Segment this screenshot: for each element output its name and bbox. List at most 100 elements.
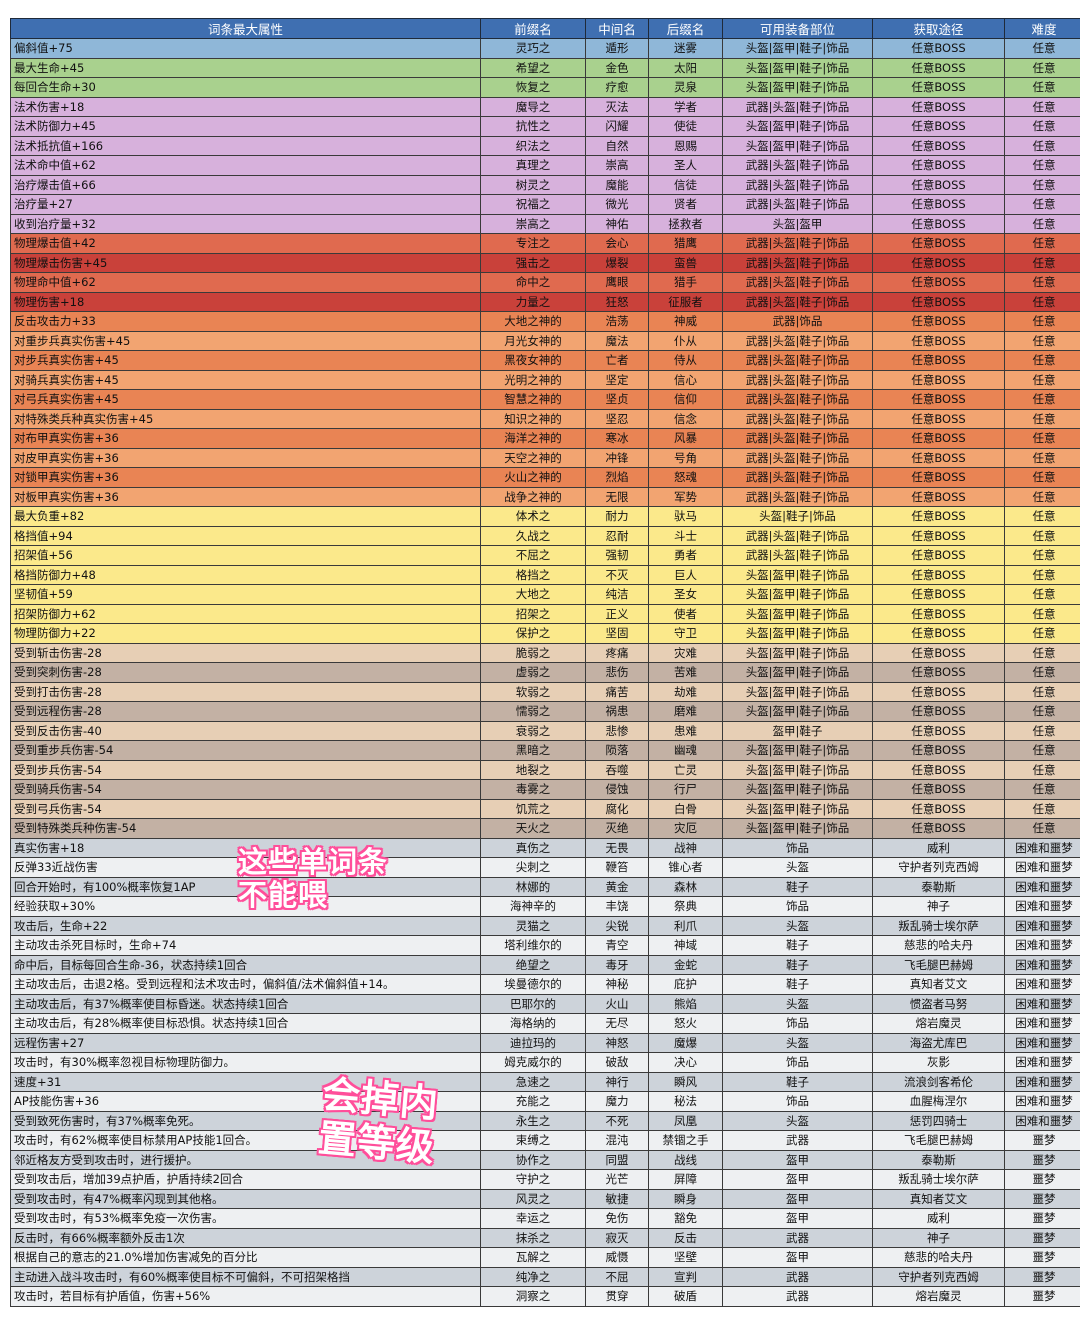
cell-source: 真知者艾文 [872,974,1005,995]
cell-difficulty: 任意 [1004,77,1080,98]
cell-difficulty: 任意 [1004,779,1080,800]
cell-middle: 遁形 [585,38,649,59]
cell-prefix: 真伤之 [480,837,586,858]
cell-suffix: 亡灵 [648,759,723,780]
cell-slots: 武器|头盔|鞋子|饰品 [722,233,873,254]
cell-suffix: 灵泉 [648,77,723,98]
cell-slots: 武器|头盔|鞋子|饰品 [722,545,873,566]
cell-suffix: 号角 [648,447,723,468]
cell-slots: 武器|头盔|鞋子|饰品 [722,350,873,371]
cell-suffix: 神域 [648,935,723,956]
cell-middle: 不死 [585,1110,649,1131]
cell-source: 叛乱骑士埃尔萨 [872,915,1005,936]
cell-middle: 魔能 [585,174,649,195]
table-row: 反击攻击力+33 大地之神的 浩荡 神威 武器|饰品 任意BOSS 任意 [10,311,1080,332]
table-row: 物理命中值+62 命中之 鹰眼 猎手 武器|头盔|鞋子|饰品 任意BOSS 任意 [10,272,1080,293]
cell-prefix: 脆弱之 [480,642,586,663]
header-suffix: 后缀名 [648,18,723,39]
cell-suffix: 行尸 [648,779,723,800]
table-row: 受到特殊类兵种伤害-54 天火之 灭绝 灾厄 头盔|盔甲|鞋子|饰品 任意BOSS 任意 [10,818,1080,839]
cell-source: 守护者列克西姆 [872,857,1005,878]
cell-difficulty: 噩梦 [1004,1188,1080,1209]
cell-middle: 丰饶 [585,896,649,917]
cell-prefix: 灵猫之 [480,915,586,936]
cell-slots: 头盔 [722,1032,873,1053]
cell-prefix: 永生之 [480,1110,586,1131]
cell-prefix: 绝望之 [480,954,586,975]
cell-slots: 盔甲|鞋子 [722,720,873,741]
cell-suffix: 决心 [648,1052,723,1073]
table-row: 最大负重+82 体术之 耐力 驮马 头盔|鞋子|饰品 任意BOSS 任意 [10,506,1080,527]
table-row: 远程伤害+27 迪拉玛的 神怒 魔爆 头盔 海盗尤库巴 困难和噩梦 [10,1032,1080,1053]
cell-slots: 头盔|盔甲|鞋子|饰品 [722,701,873,722]
table-row: 对皮甲真实伤害+36 天空之神的 冲锋 号角 武器|头盔|鞋子|饰品 任意BOSS 任意 [10,447,1080,468]
cell-difficulty: 任意 [1004,486,1080,507]
cell-suffix: 秘法 [648,1091,723,1112]
cell-difficulty: 困难和噩梦 [1004,954,1080,975]
cell-attribute: 主动攻击杀死目标时，生命+74 [10,935,481,956]
cell-difficulty: 任意 [1004,701,1080,722]
table-row: 治疗量+27 祝福之 微光 贤者 武器|头盔|鞋子|饰品 任意BOSS 任意 [10,194,1080,215]
cell-suffix: 巨人 [648,564,723,585]
cell-difficulty: 任意 [1004,213,1080,234]
cell-source: 任意BOSS [872,194,1005,215]
cell-slots: 头盔|盔甲|鞋子|饰品 [722,584,873,605]
table-row: 反弹33近战伤害 尖刺之 鞭笞 锥心者 头盔 守护者列克西姆 困难和噩梦 [10,857,1080,878]
cell-attribute: 格挡防御力+48 [10,564,481,585]
cell-prefix: 风灵之 [480,1188,586,1209]
cell-slots: 鞋子 [722,974,873,995]
cell-prefix: 树灵之 [480,174,586,195]
cell-suffix: 瞬身 [648,1188,723,1209]
cell-middle: 痛苦 [585,681,649,702]
cell-suffix: 勇者 [648,545,723,566]
cell-source: 任意BOSS [872,584,1005,605]
cell-attribute: 受到攻击时，有47%概率闪现到其他格。 [10,1188,481,1209]
cell-difficulty: 任意 [1004,233,1080,254]
cell-source: 任意BOSS [872,740,1005,761]
cell-suffix: 猎手 [648,272,723,293]
cell-difficulty: 困难和噩梦 [1004,935,1080,956]
cell-prefix: 林娜的 [480,876,586,897]
table-row: 主动攻击后，有28%概率使目标恐惧。状态持续1回合 海格纳的 无尽 怒火 饰品 熔岩魔灵困… [10,1013,1080,1034]
cell-middle: 神佑 [585,213,649,234]
table-row: 偏斜值+75 灵巧之 遁形 迷雾 头盔|盔甲|鞋子|饰品 任意BOSS 任意 [10,38,1080,59]
cell-slots: 头盔 [722,857,873,878]
cell-middle: 坚固 [585,623,649,644]
cell-slots: 武器 [722,1130,873,1151]
cell-prefix: 智慧之神的 [480,389,586,410]
cell-source: 慈悲的哈夫丹 [872,935,1005,956]
cell-suffix: 战神 [648,837,723,858]
cell-prefix: 专注之 [480,233,586,254]
cell-source: 任意BOSS [872,447,1005,468]
cell-suffix: 侍从 [648,350,723,371]
cell-middle: 坚贞 [585,389,649,410]
cell-middle: 寒冰 [585,428,649,449]
cell-source: 任意BOSS [872,233,1005,254]
cell-middle: 疗愈 [585,77,649,98]
cell-difficulty: 任意 [1004,525,1080,546]
cell-middle: 亡者 [585,350,649,371]
cell-suffix: 斗士 [648,525,723,546]
cell-prefix: 知识之神的 [480,408,586,429]
table-row: 物理伤害+18 力量之 狂怒 征服者 武器|头盔|鞋子|饰品 任意BOSS 任意 [10,291,1080,312]
cell-slots: 头盔|盔甲 [722,213,873,234]
cell-middle: 无畏 [585,837,649,858]
cell-suffix: 拯救者 [648,213,723,234]
table-row: 法术防御力+45 抗性之 闪耀 使徒 头盔|盔甲|鞋子|饰品 任意BOSS 任意 [10,116,1080,137]
cell-suffix: 苦难 [648,662,723,683]
annotation-no-feed: 这些单词条 不能喂 [238,845,388,913]
cell-source: 血腥梅涅尔 [872,1091,1005,1112]
cell-prefix: 大地之 [480,584,586,605]
cell-suffix: 祭典 [648,896,723,917]
cell-middle: 爆裂 [585,252,649,273]
cell-middle: 侵蚀 [585,779,649,800]
cell-suffix: 宣判 [648,1266,723,1287]
cell-difficulty: 任意 [1004,681,1080,702]
cell-difficulty: 噩梦 [1004,1149,1080,1170]
cell-middle: 正义 [585,603,649,624]
cell-slots: 头盔|盔甲|鞋子|饰品 [722,740,873,761]
annotation-drop-level: 会掉内 置等级 [316,1072,440,1170]
cell-attribute: 攻击时，有30%概率忽视目标物理防御力。 [10,1052,481,1073]
table-row: 受到斩击伤害-28 脆弱之 疼痛 灾难 头盔|盔甲|鞋子|饰品 任意BOSS 任意 [10,642,1080,663]
table-row: 最大生命+45 希望之 金色 太阳 头盔|盔甲|鞋子|饰品 任意BOSS 任意 [10,57,1080,78]
